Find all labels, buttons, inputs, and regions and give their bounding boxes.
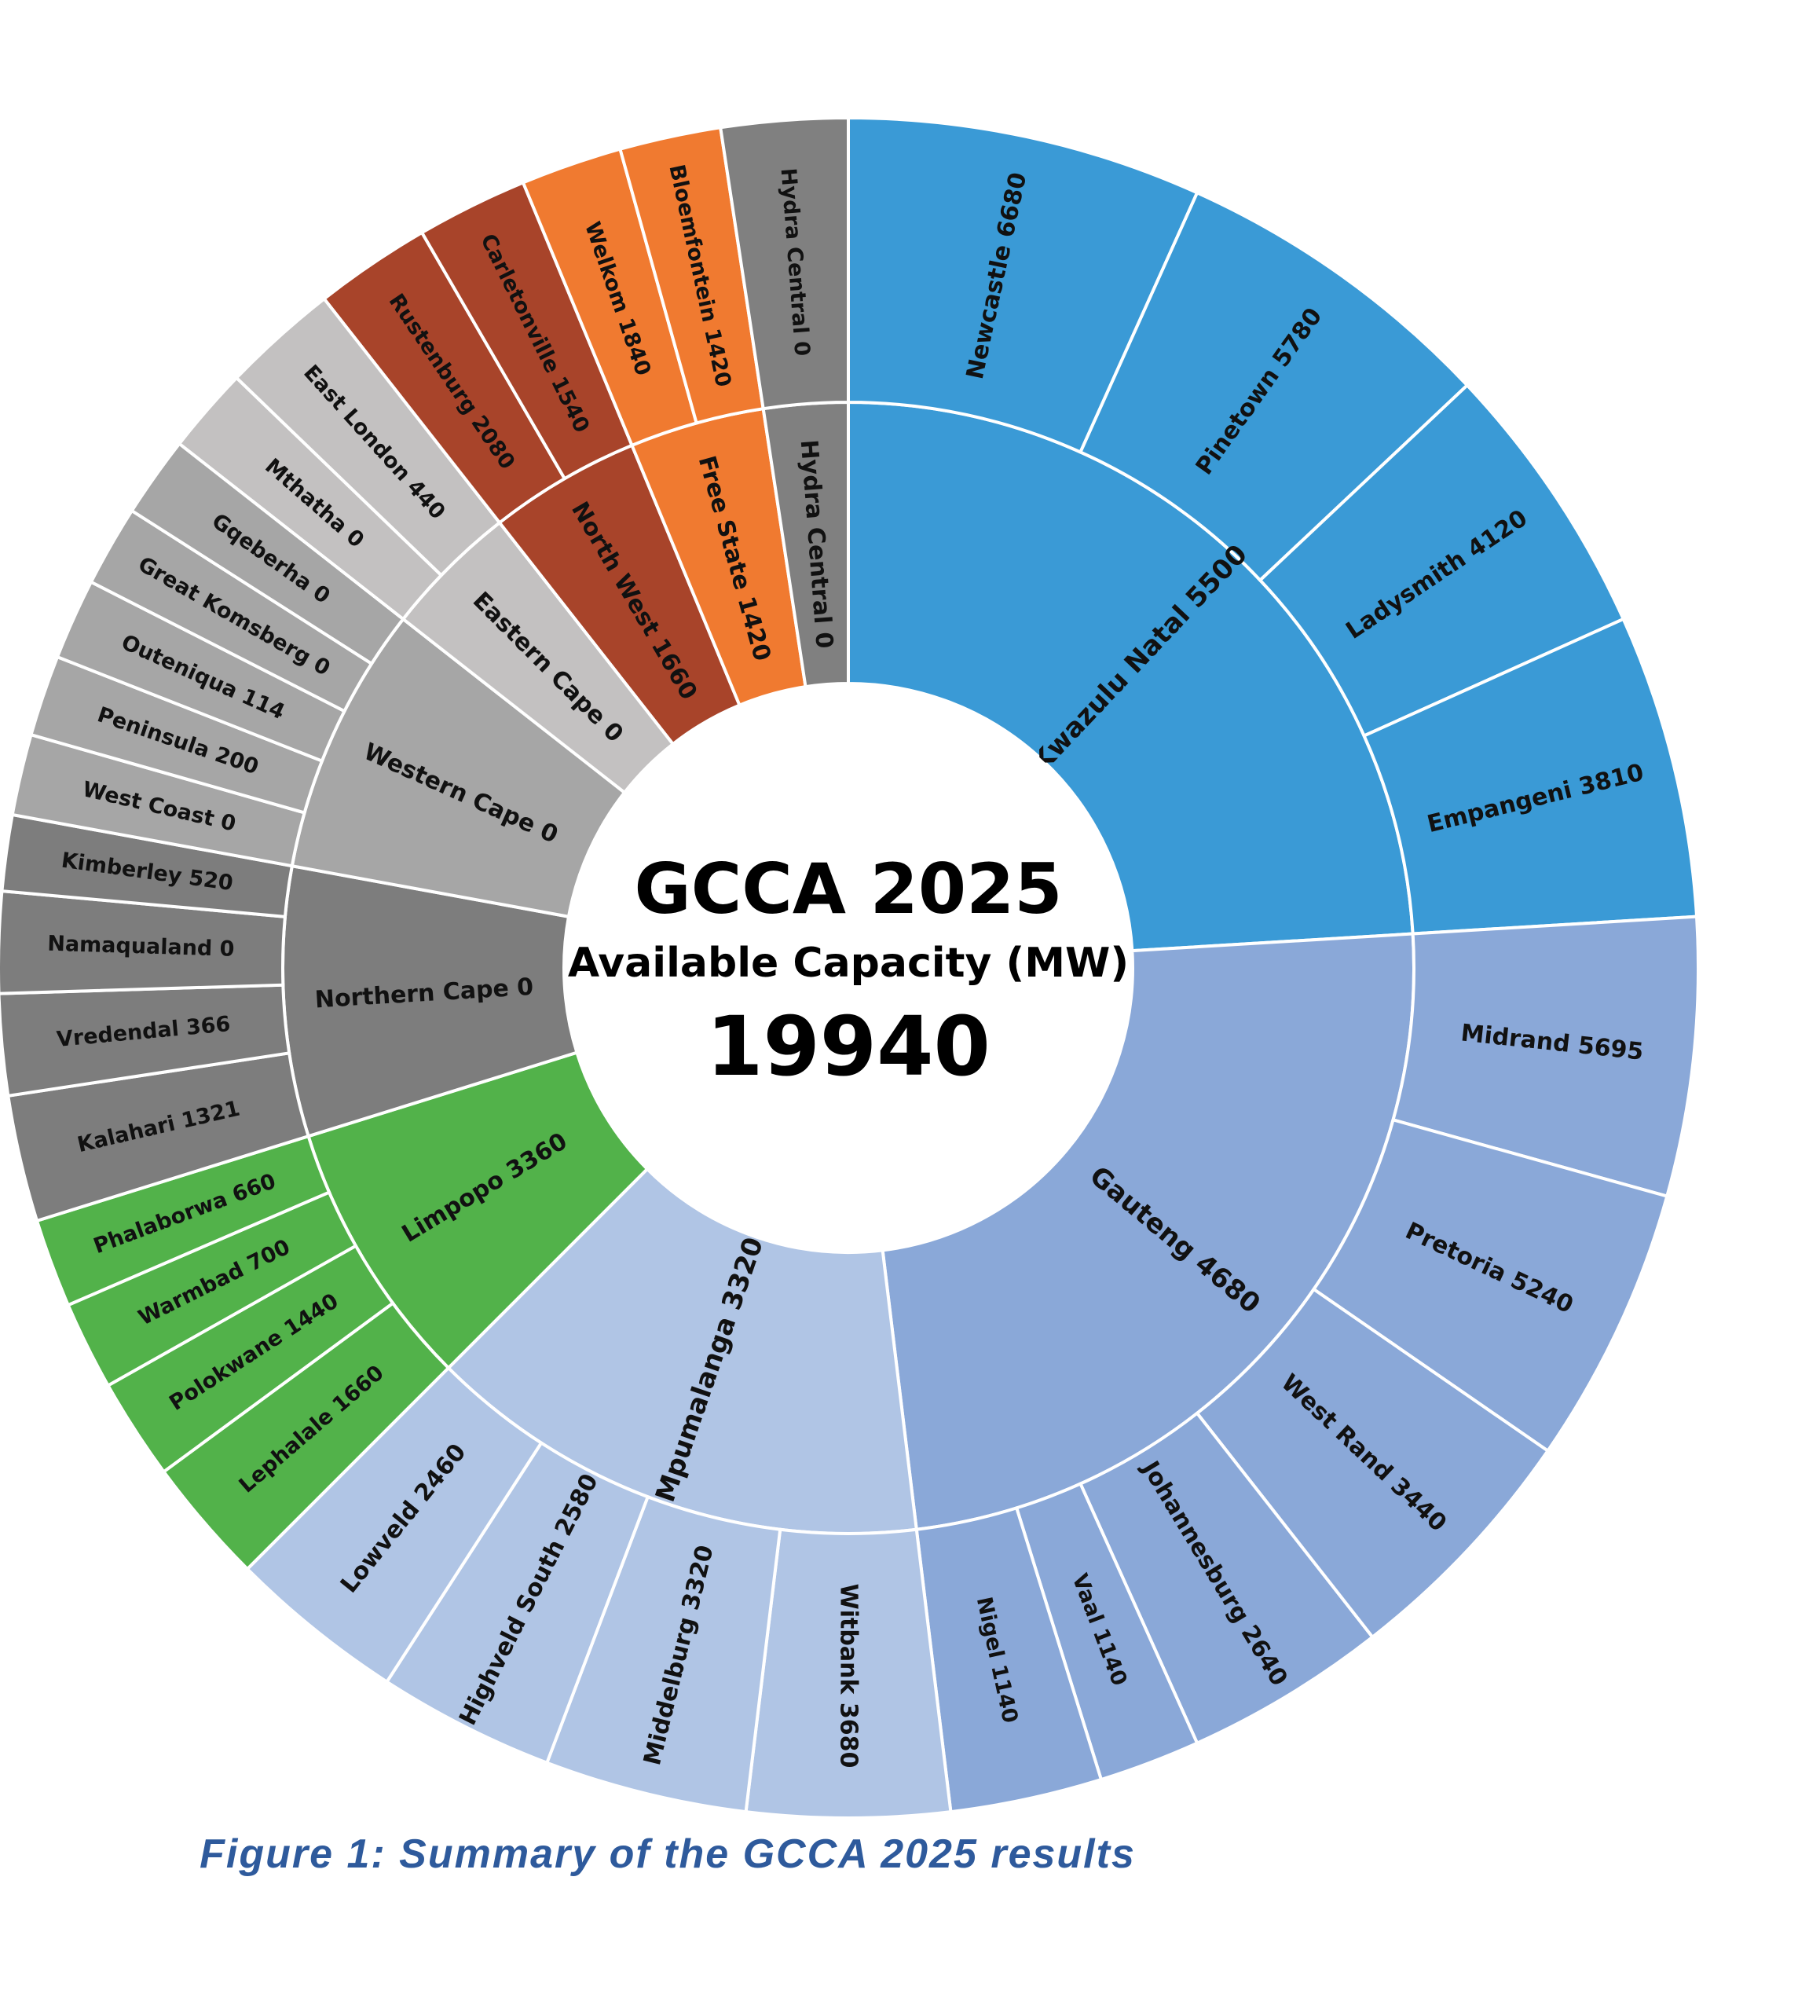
center-title: GCCA 2025 [634,849,1062,929]
center-hole [564,684,1133,1252]
area-ring [0,115,1700,1820]
region-ring [281,400,1416,1536]
figure-caption: Figure 1: Summary of the GCCA 2025 resul… [200,1831,1136,1877]
center-total: 19940 [706,999,991,1094]
area-label-witbank-3680: Witbank 3680 [835,1584,862,1769]
center-subtitle: Available Capacity (MW) [568,940,1129,987]
area-label-namaqualand-0: Namaqualand 0 [47,932,235,962]
area-segment-hydra-central-0 [718,115,850,411]
